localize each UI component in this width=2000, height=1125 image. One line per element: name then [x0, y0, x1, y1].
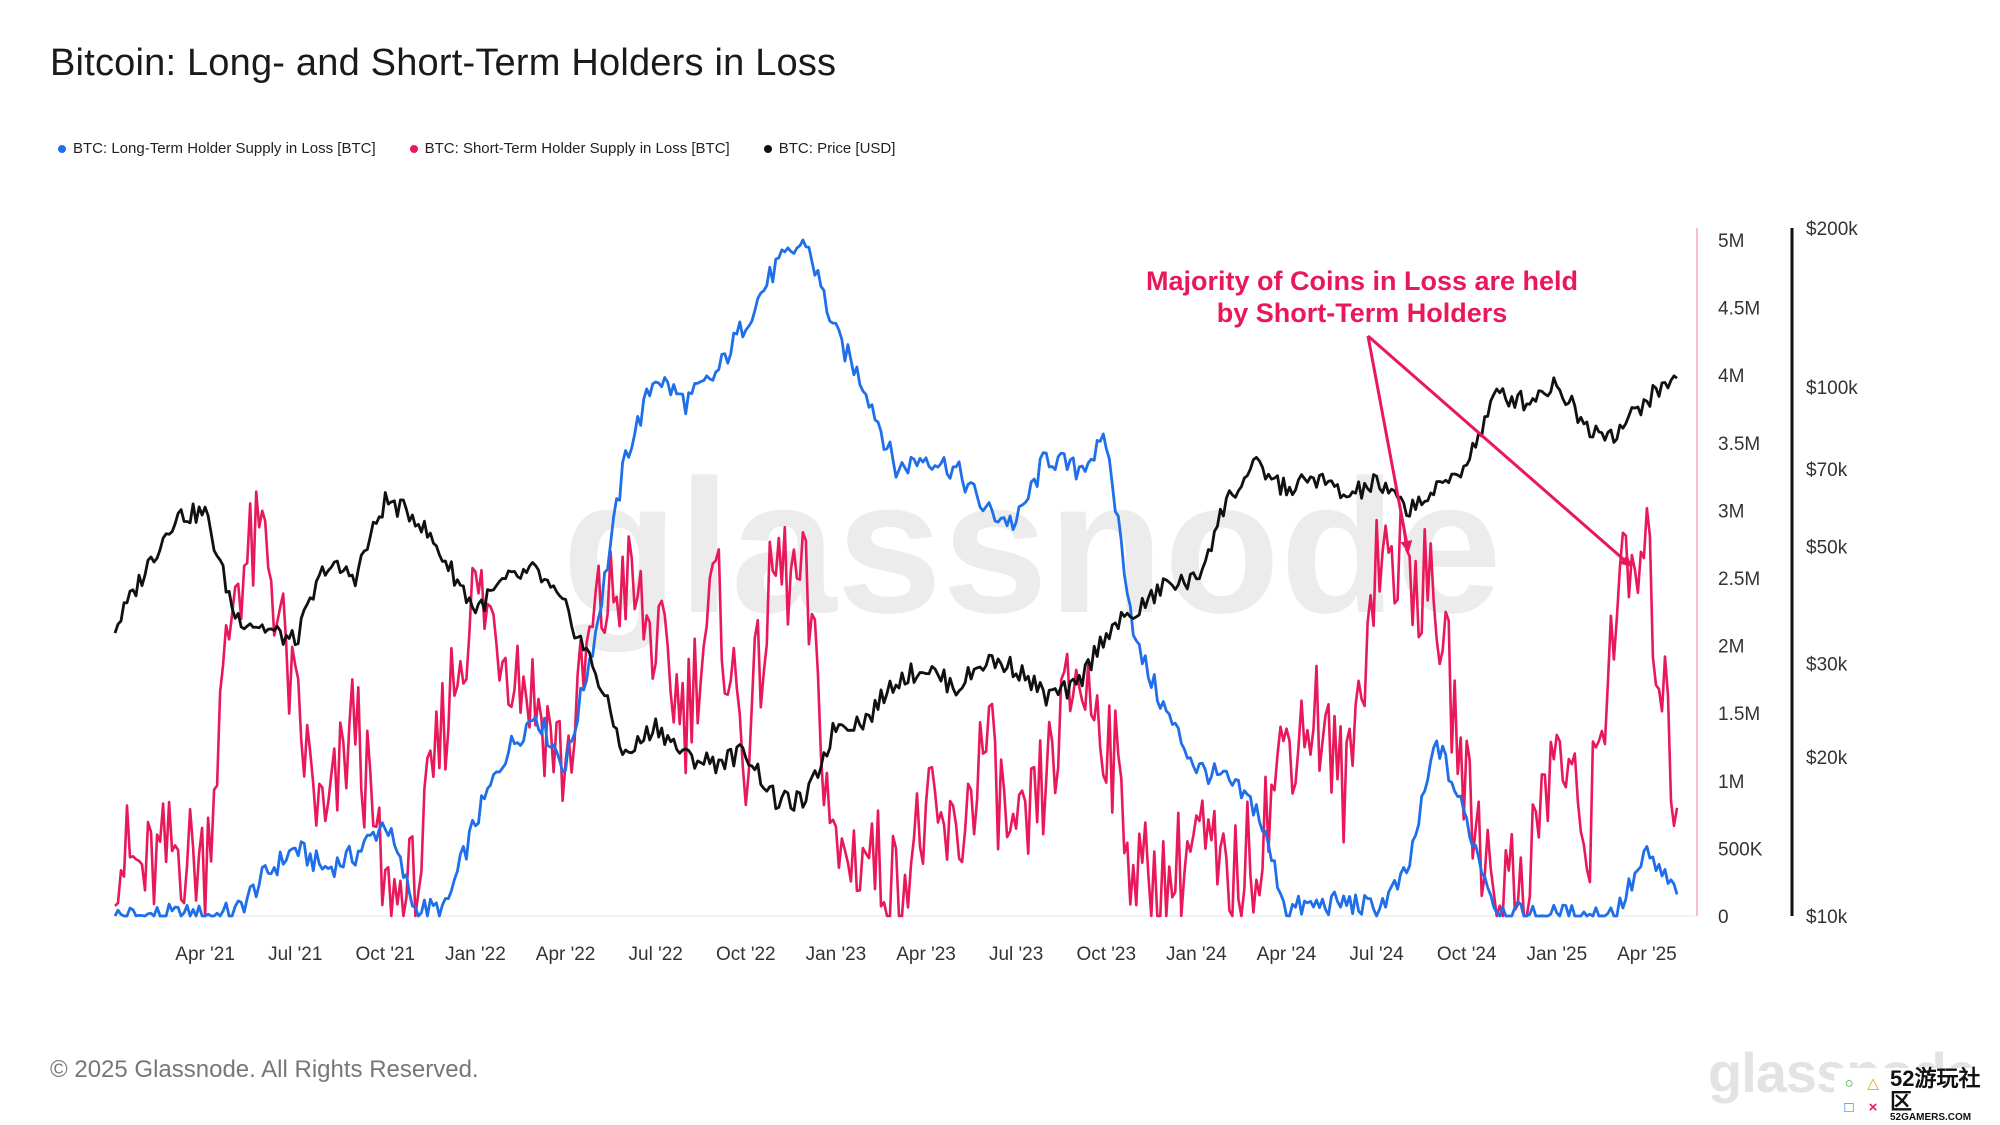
y-right-tick-label: $10k [1806, 907, 1848, 928]
y-left-tick-label: 3M [1718, 501, 1744, 522]
x-tick-label: Oct '22 [716, 944, 776, 965]
y-left-tick-label: 2M [1718, 637, 1744, 658]
x-tick-label: Apr '23 [896, 944, 956, 965]
legend-dot-icon [58, 144, 66, 153]
y-right-tick-label: $20k [1806, 748, 1848, 769]
x-tick-label: Jan '24 [1166, 944, 1227, 965]
y-left-tick-label: 1M [1718, 772, 1744, 793]
x-tick-label: Oct '21 [356, 944, 416, 965]
badge-icon: ○ △ □ × [1844, 1074, 1879, 1116]
x-tick-label: Jul '24 [1349, 944, 1404, 965]
y-right-tick-label: $200k [1806, 219, 1858, 240]
legend-label: BTC: Long-Term Holder Supply in Loss [BT… [73, 140, 376, 157]
x-tick-label: Jul '21 [268, 944, 322, 965]
y-left-tick-label: 4.5M [1718, 299, 1760, 320]
y-left-tick-label: 3.5M [1718, 434, 1760, 455]
legend: BTC: Long-Term Holder Supply in Loss [BT… [58, 140, 895, 157]
annotation-arrow-right [1367, 334, 1633, 567]
y-left-tick-label: 4M [1718, 366, 1744, 387]
legend-label: BTC: Short-Term Holder Supply in Loss [B… [424, 140, 730, 157]
series-layer [113, 238, 1679, 918]
badge-main-text: 52游玩社区 [1890, 1065, 1981, 1114]
copyright: © 2025 Glassnode. All Rights Reserved. [50, 1056, 479, 1083]
x-tick-label: Jul '23 [989, 944, 1043, 965]
legend-dot-icon [409, 144, 418, 153]
y-right-tick-label: $70k [1806, 460, 1848, 481]
annotation-line-1: Majority of Coins in Loss are held [1146, 266, 1578, 296]
watermark: glassnode [562, 441, 1502, 653]
lth-supply-in-loss-line [113, 238, 1679, 918]
y-left-tick-label: 5M [1718, 231, 1744, 252]
btc-price-line [113, 374, 1678, 812]
y-left-tick-label: 1.5M [1718, 704, 1760, 725]
y-left-tick-label: 500K [1718, 839, 1763, 860]
chart-title: Bitcoin: Long- and Short-Term Holders in… [50, 42, 837, 84]
axes: Apr '21 Jul '21 Oct '21 Jan '22 Apr '22 Jul '… [115, 219, 1858, 965]
badge-sub-text: 52GAMERS.COM [1890, 1111, 1972, 1123]
x-tick-label: Jan '25 [1526, 944, 1587, 965]
sth-supply-in-loss-line [114, 490, 1679, 918]
annotation-arrow-left [1366, 335, 1413, 553]
x-tick-label: Apr '22 [536, 944, 596, 965]
x-tick-label: Apr '21 [175, 944, 235, 965]
x-tick-label: Oct '23 [1076, 944, 1136, 965]
y-right-tick-label: $50k [1806, 537, 1848, 558]
legend-item-lth[interactable]: BTC: Long-Term Holder Supply in Loss [BT… [58, 140, 376, 157]
x-tick-label: Jul '22 [629, 944, 683, 965]
x-tick-label: Apr '25 [1617, 944, 1677, 965]
x-tick-label: Apr '24 [1257, 944, 1317, 965]
y-left-tick-label: 0 [1718, 907, 1729, 928]
x-tick-label: Jan '23 [806, 944, 867, 965]
site-badge[interactable]: ○ △ □ × 52游玩社区 52GAMERS.COM [1834, 1065, 1996, 1123]
legend-dot-icon [763, 144, 772, 153]
y-right-tick-label: $100k [1806, 378, 1858, 399]
y-left-tick-label: 2.5M [1718, 569, 1760, 590]
annotation: Majority of Coins in Loss are held by Sh… [1146, 266, 1633, 567]
y-right-tick-label: $30k [1806, 655, 1848, 676]
annotation-line-2: by Short-Term Holders [1217, 298, 1508, 328]
legend-item-sth[interactable]: BTC: Short-Term Holder Supply in Loss [B… [409, 140, 730, 157]
legend-item-price[interactable]: BTC: Price [USD] [763, 140, 896, 157]
x-tick-label: Jan '22 [445, 944, 506, 965]
legend-label: BTC: Price [USD] [778, 140, 896, 157]
x-tick-label: Oct '24 [1437, 944, 1497, 965]
